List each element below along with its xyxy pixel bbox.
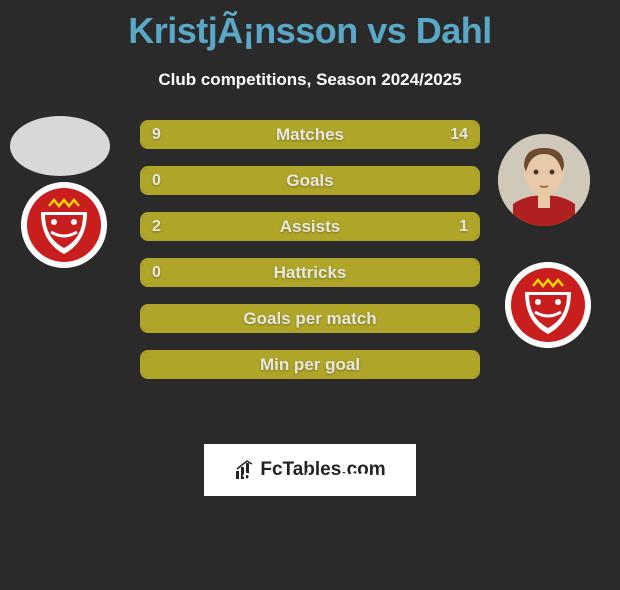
stat-bar-row: 2 Assists 1	[140, 212, 480, 241]
stat-bar-row: 0 Goals	[140, 166, 480, 195]
player-right-club-badge	[505, 262, 591, 348]
bar-value-right: 14	[450, 126, 468, 144]
bar-value-right: 1	[459, 218, 468, 236]
bar-label: Assists	[280, 217, 340, 237]
fc-fredericia-badge-icon	[21, 182, 107, 268]
page-title: KristjÃ¡nsson vs Dahl	[0, 10, 620, 52]
bar-label: Min per goal	[260, 355, 360, 375]
stat-bar-row: 0 Hattricks	[140, 258, 480, 287]
bar-value-left: 2	[152, 218, 161, 236]
bar-label: Hattricks	[274, 263, 347, 283]
player-right-avatar	[498, 134, 590, 226]
bar-value-left: 0	[152, 172, 161, 190]
date-line: 30 october 2024	[0, 470, 620, 491]
stat-bars: 9 Matches 14 0 Goals 2 Assists 1 0 Hattricks Goals…	[140, 120, 480, 396]
bar-label: Matches	[276, 125, 344, 145]
bar-value-left: 0	[152, 264, 161, 282]
stat-bar-row: 9 Matches 14	[140, 120, 480, 149]
bar-fill-left	[142, 122, 273, 147]
bar-value-left: 9	[152, 126, 161, 144]
stat-bar-row: Goals per match	[140, 304, 480, 333]
subtitle: Club competitions, Season 2024/2025	[0, 70, 620, 90]
fc-fredericia-badge-icon	[505, 262, 591, 348]
player-left-avatar	[10, 116, 110, 176]
player-left-club-badge	[21, 182, 107, 268]
bar-label: Goals per match	[243, 309, 376, 329]
bar-label: Goals	[286, 171, 333, 191]
stat-bar-row: Min per goal	[140, 350, 480, 379]
